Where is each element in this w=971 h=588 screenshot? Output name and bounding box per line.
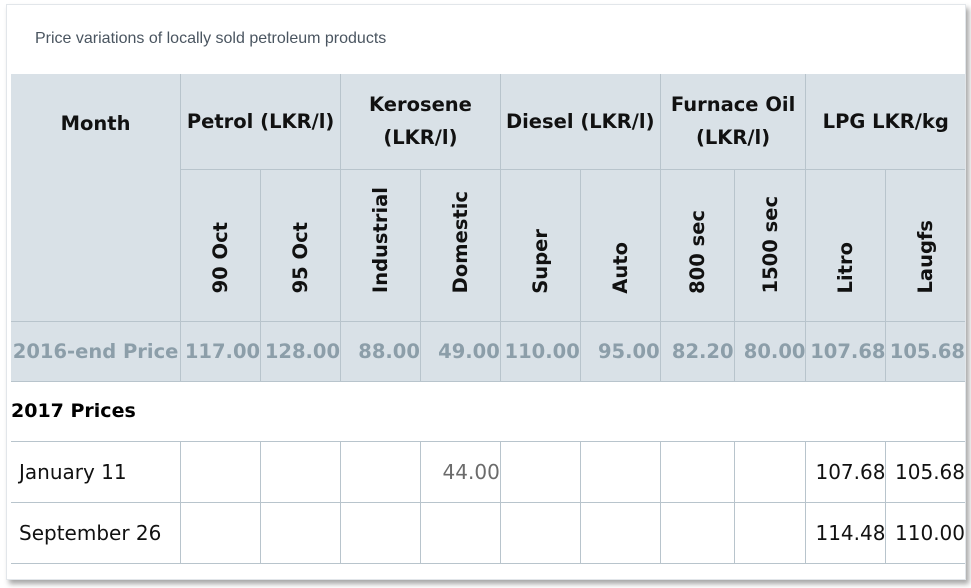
table-cell — [499, 501, 581, 564]
table-cell: 105.68 — [885, 440, 965, 503]
base-cell: 49.00 — [419, 320, 501, 382]
base-cell: 128.00 — [260, 320, 342, 382]
document-frame: Price variations of locally sold petrole… — [6, 4, 966, 580]
row-label: September 26 — [11, 501, 182, 564]
header-kerosene-line2: (LKR/l) — [383, 126, 458, 150]
base-price-row: 2016-end Price 117.00 128.00 88.00 49.00… — [11, 320, 965, 382]
header-furnace-line1: Furnace Oil — [670, 93, 796, 117]
subheader-domestic: Domestic — [419, 168, 501, 322]
header-kerosene: Kerosene (LKR/l) — [340, 74, 501, 170]
table-cell — [340, 440, 421, 503]
table-cell — [419, 501, 501, 564]
base-price-label: 2016-end Price — [11, 320, 182, 382]
table-cell — [659, 440, 735, 503]
row-label: January 11 — [11, 440, 182, 503]
table-cell — [340, 501, 421, 564]
base-cell: 105.68 — [885, 320, 965, 382]
section-label: 2017 Prices — [11, 380, 965, 442]
subheader-90-oct: 90 Oct — [180, 168, 262, 322]
price-table: Month Petrol (LKR/l) Kerosene (LKR/l) Di… — [11, 74, 965, 564]
table-cell — [579, 501, 661, 564]
base-cell: 80.00 — [733, 320, 807, 382]
table-cell — [180, 501, 262, 564]
subheader-super: Super — [499, 168, 581, 322]
table-cell — [733, 501, 807, 564]
table-row: January 11 44.00 107.68 105.68 — [11, 440, 965, 503]
subheader-auto: Auto — [579, 168, 661, 322]
subheader-row: 90 Oct 95 Oct Industrial Domestic Super … — [11, 168, 965, 322]
header-row: Month Petrol (LKR/l) Kerosene (LKR/l) Di… — [11, 74, 965, 322]
table-row: September 26 114.48 110.00 — [11, 501, 965, 564]
table-cell — [579, 440, 661, 503]
base-cell: 107.68 — [805, 320, 887, 382]
table-cell — [659, 501, 735, 564]
table-cell — [733, 440, 807, 503]
base-cell: 88.00 — [340, 320, 421, 382]
header-lpg: LPG LKR/kg — [805, 74, 965, 170]
table-cell — [260, 501, 342, 564]
table-cell: 107.68 — [805, 440, 887, 503]
subheader-800-sec: 800 sec — [659, 168, 735, 322]
table-cell: 110.00 — [885, 501, 965, 564]
section-row: 2017 Prices — [11, 380, 965, 442]
header-diesel: Diesel (LKR/l) — [499, 74, 661, 170]
base-cell: 82.20 — [659, 320, 735, 382]
table-cell — [499, 440, 581, 503]
base-cell: 95.00 — [579, 320, 661, 382]
table-cell: 114.48 — [805, 501, 887, 564]
table-cell — [260, 440, 342, 503]
header-month: Month — [11, 74, 182, 322]
header-kerosene-line1: Kerosene — [368, 93, 472, 117]
subheader-95-oct: 95 Oct — [260, 168, 342, 322]
table-caption: Price variations of locally sold petrole… — [35, 30, 387, 47]
base-cell: 117.00 — [180, 320, 262, 382]
header-petrol: Petrol (LKR/l) — [180, 74, 342, 170]
header-furnace-oil: Furnace Oil (LKR/l) — [659, 74, 807, 170]
header-furnace-line2: (LKR/l) — [695, 126, 771, 150]
table-cell — [180, 440, 262, 503]
base-cell: 110.00 — [499, 320, 581, 382]
subheader-laugfs: Laugfs — [885, 168, 965, 322]
table-cell: 44.00 — [419, 440, 501, 503]
subheader-industrial: Industrial — [340, 168, 421, 322]
subheader-1500-sec: 1500 sec — [733, 168, 807, 322]
subheader-litro: Litro — [805, 168, 887, 322]
